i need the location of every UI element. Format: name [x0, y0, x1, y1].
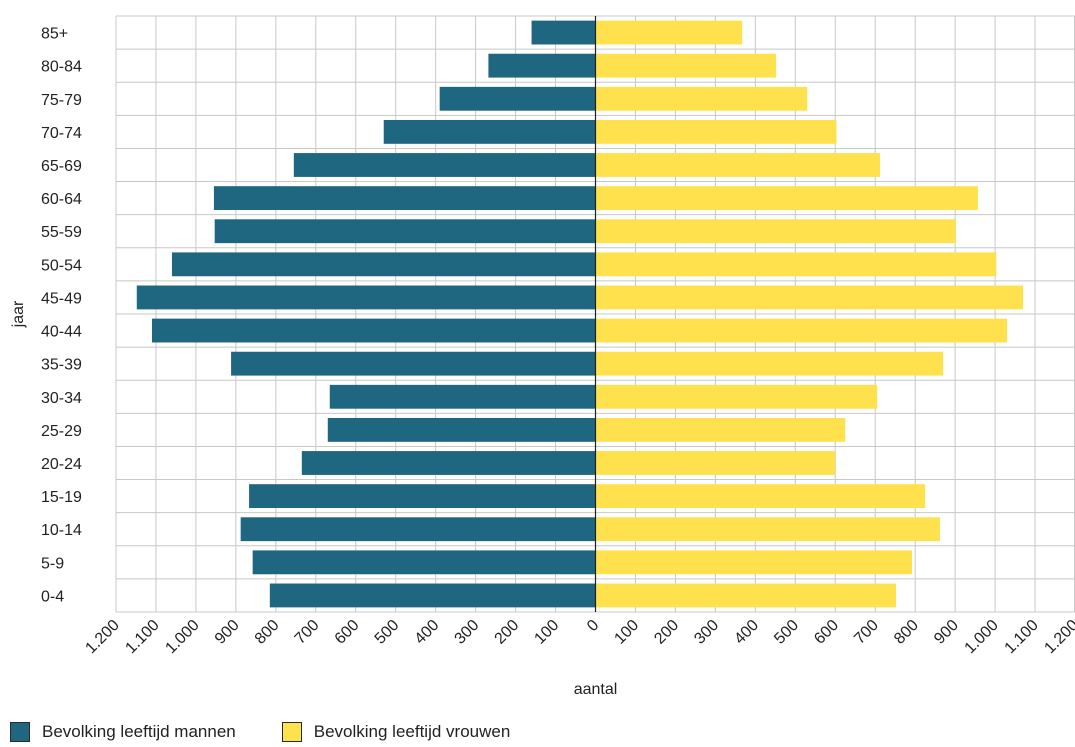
bar-women-45-49: [595, 285, 1024, 310]
category-label: 80-84: [41, 59, 82, 76]
legend-swatch-men: [10, 722, 30, 742]
x-tick-label: 1.200: [1041, 617, 1075, 657]
legend: Bevolking leeftijd mannen Bevolking leef…: [10, 722, 510, 742]
bar-men-85+: [531, 20, 596, 45]
bar-men-35-39: [231, 351, 596, 376]
bar-men-10-14: [240, 517, 596, 542]
x-tick-label: 1.100: [1002, 617, 1042, 657]
bar-men-50-54: [171, 252, 596, 277]
category-labels: 0-4 5-9 10-14 15-19 20-24 25-29 30-34 35-39 40-4…: [41, 26, 82, 606]
bar-men-15-19: [249, 484, 596, 509]
category-label: 55-59: [41, 224, 82, 241]
x-tick-label: 500: [372, 617, 403, 648]
bar-men-65-69: [293, 153, 596, 177]
bar-men-70-74: [383, 119, 596, 144]
category-label: 30-34: [41, 390, 82, 407]
population-pyramid-chart: 0-4 5-9 10-14 15-19 20-24 25-29 30-34 35-39 40-4…: [10, 15, 1075, 698]
bar-women-70-74: [595, 119, 837, 144]
bar-women-80-84: [595, 53, 777, 78]
x-tick-label: 700: [292, 617, 323, 648]
category-label: 35-39: [41, 357, 82, 374]
bar-women-65-69: [595, 153, 881, 177]
bar-men-25-29: [327, 417, 596, 442]
bar-women-60-64: [595, 186, 978, 211]
x-tick-labels: 1.200 1.100 1.000 900 800 700 600 500 400 300 200 1…: [82, 617, 1075, 657]
x-tick-label: 600: [332, 617, 363, 648]
category-label: 15-19: [41, 489, 82, 506]
category-label: 45-49: [41, 290, 82, 307]
category-label: 65-69: [41, 158, 82, 175]
bar-women-20-24: [595, 451, 836, 475]
bar-men-60-64: [213, 186, 596, 211]
category-label: 60-64: [41, 191, 82, 208]
category-label: 20-24: [41, 456, 82, 473]
bar-men-45-49: [136, 285, 596, 310]
x-tick-label: 1.000: [162, 617, 202, 657]
bar-women-15-19: [595, 484, 926, 509]
x-tick-label: 500: [771, 617, 802, 648]
x-tick-label: 800: [891, 617, 922, 648]
category-label: 0-4: [41, 588, 64, 605]
x-tick-label: 300: [452, 617, 483, 648]
bars: [136, 16, 1024, 612]
category-label: 70-74: [41, 125, 82, 142]
bar-men-40-44: [151, 318, 596, 343]
x-tick-label: 200: [492, 617, 523, 648]
bar-men-5-9: [252, 550, 596, 575]
x-tick-label: 100: [531, 617, 562, 648]
x-tick-label: 800: [252, 617, 283, 648]
bar-women-50-54: [595, 252, 997, 277]
bar-women-40-44: [595, 318, 1008, 343]
x-tick-label: 600: [811, 617, 842, 648]
bar-men-55-59: [214, 219, 596, 244]
x-tick-label: 300: [691, 617, 722, 648]
x-tick-label: 1.200: [82, 617, 122, 657]
bar-men-0-4: [269, 583, 596, 608]
bar-women-5-9: [595, 550, 912, 575]
bar-men-30-34: [329, 384, 596, 409]
bar-women-75-79: [595, 86, 808, 111]
x-tick-label: 700: [851, 617, 882, 648]
x-tick-label: 0: [584, 617, 602, 635]
category-label: 10-14: [41, 522, 82, 539]
bar-women-10-14: [595, 517, 940, 542]
bar-women-30-34: [595, 384, 878, 409]
bar-men-80-84: [488, 53, 596, 78]
category-label: 75-79: [41, 92, 82, 109]
y-axis-title: jaar: [10, 300, 27, 328]
x-tick-label: 900: [931, 617, 962, 648]
bar-women-25-29: [595, 417, 846, 442]
bar-women-85+: [595, 20, 743, 45]
x-tick-label: 1.000: [962, 617, 1002, 657]
bar-men-20-24: [301, 451, 596, 475]
category-label: 40-44: [41, 324, 82, 341]
x-tick-label: 900: [212, 617, 243, 648]
legend-label-women: Bevolking leeftijd vrouwen: [313, 722, 511, 741]
legend-swatch-women: [281, 722, 302, 742]
x-tick-label: 400: [731, 617, 762, 648]
bar-women-0-4: [595, 583, 896, 608]
legend-item-men: Bevolking leeftijd mannen: [10, 722, 236, 742]
category-label: 50-54: [41, 257, 82, 274]
bar-men-75-79: [439, 86, 596, 111]
x-tick-label: 200: [651, 617, 682, 648]
category-label: 25-29: [41, 423, 82, 440]
x-tick-label: 1.100: [122, 617, 162, 657]
legend-item-women: Bevolking leeftijd vrouwen: [281, 722, 511, 742]
x-tick-label: 100: [611, 617, 642, 648]
bar-women-55-59: [595, 219, 956, 244]
category-label: 85+: [41, 26, 68, 43]
x-tick-label: 400: [412, 617, 443, 648]
x-axis-title: aantal: [574, 681, 618, 698]
legend-label-men: Bevolking leeftijd mannen: [42, 722, 236, 741]
bar-women-35-39: [595, 351, 944, 376]
category-label: 5-9: [41, 555, 64, 572]
